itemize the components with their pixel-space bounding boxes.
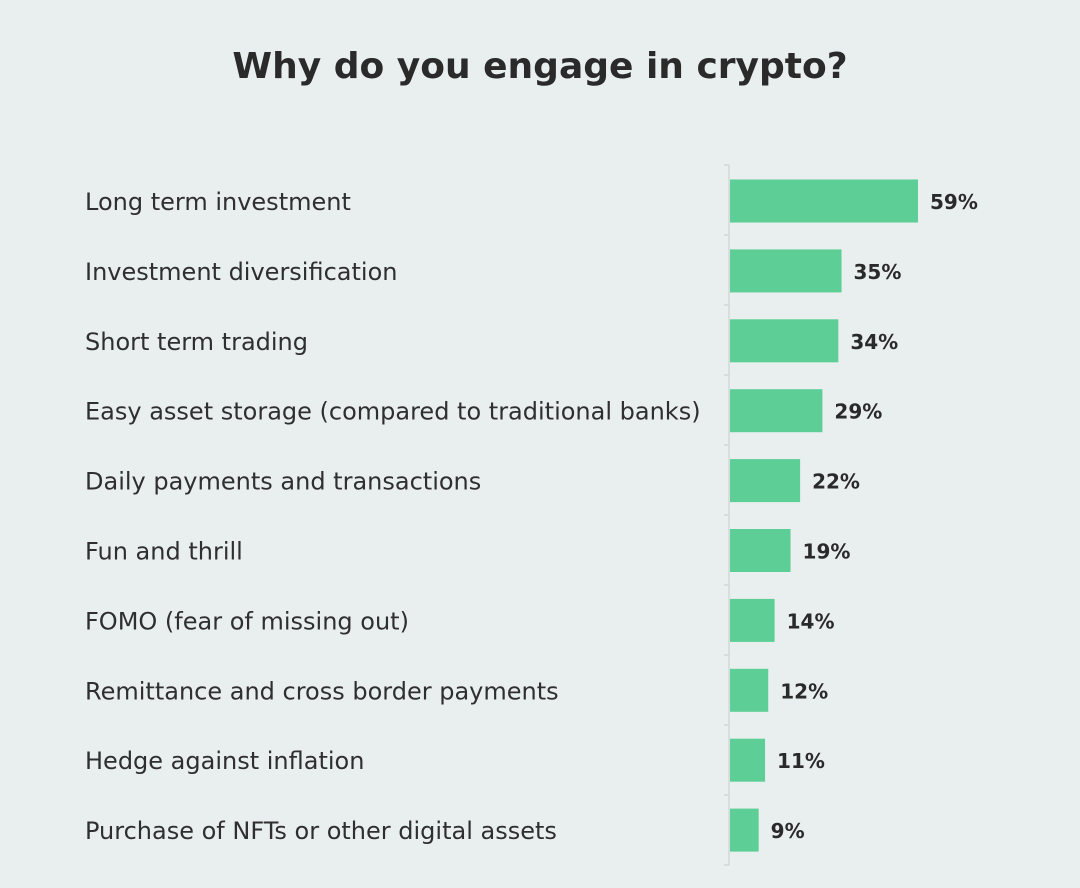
bar [730, 598, 775, 642]
bar [730, 459, 801, 503]
category-label: Purchase of NFTs or other digital assets [85, 817, 557, 845]
value-label: 35% [854, 260, 902, 284]
value-label: 19% [803, 540, 851, 564]
bar [730, 738, 766, 782]
bar [730, 249, 842, 293]
category-label: Hedge against inflation [85, 747, 364, 775]
category-label: Daily payments and transactions [85, 468, 481, 496]
value-label: 59% [930, 190, 978, 214]
bars [730, 179, 918, 852]
value-label: 12% [780, 679, 828, 703]
bar [730, 319, 839, 363]
value-label: 11% [777, 749, 825, 773]
value-label: 22% [812, 470, 860, 494]
y-axis [724, 164, 730, 866]
category-label: Long term investment [85, 188, 351, 216]
category-label: FOMO (fear of missing out) [85, 607, 409, 635]
value-label: 29% [834, 400, 882, 424]
category-label: Investment diversification [85, 258, 397, 286]
bar [730, 529, 791, 572]
category-label: Remittance and cross border payments [85, 677, 559, 705]
value-label: 34% [850, 330, 898, 354]
bar [730, 808, 759, 852]
category-label: Easy asset storage (compared to traditio… [85, 398, 701, 426]
value-label: 9% [771, 819, 805, 843]
value-labels: 59% 35% 34% 29% 22% 19% 14% 12% 11% 9% [771, 190, 978, 843]
value-label: 14% [787, 609, 835, 633]
bar [730, 668, 769, 712]
category-label: Short term trading [85, 328, 308, 356]
bar [730, 389, 823, 433]
chart-title: Why do you engage in crypto? [232, 46, 847, 87]
category-label: Fun and thrill [85, 538, 243, 566]
category-labels: Long term investment Investment diversifi… [85, 188, 701, 845]
bar [730, 179, 918, 223]
